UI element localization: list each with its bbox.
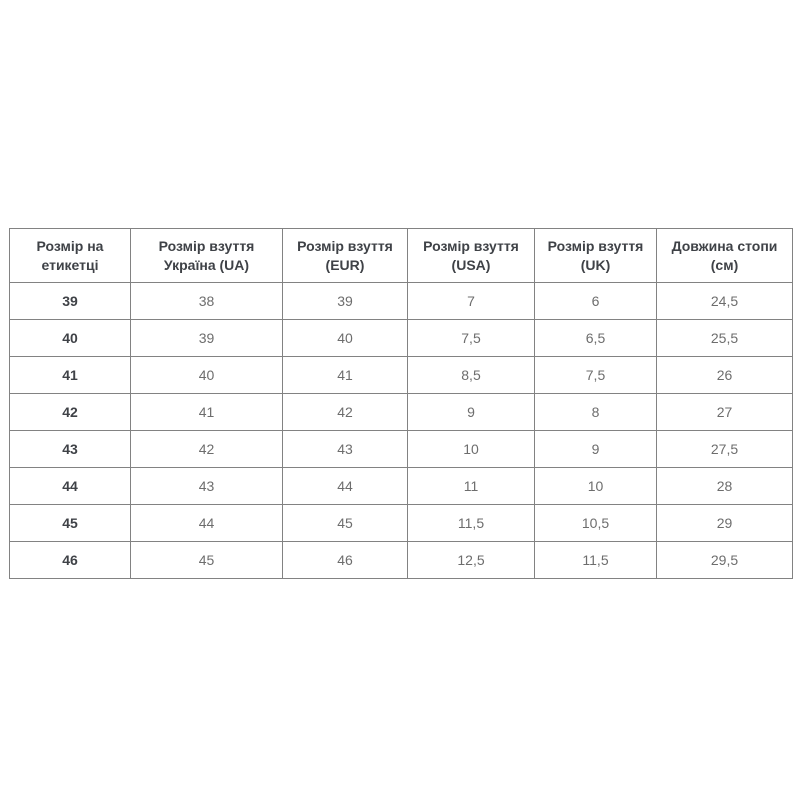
value-cell: 7,5 bbox=[407, 319, 535, 357]
value-cell: 45 bbox=[282, 504, 408, 542]
value-cell: 40 bbox=[282, 319, 408, 357]
label-cell: 46 bbox=[9, 541, 131, 579]
value-cell: 8,5 bbox=[407, 356, 535, 394]
column-header: Довжина стопи (см) bbox=[656, 228, 793, 283]
value-cell: 12,5 bbox=[407, 541, 535, 579]
value-cell: 45 bbox=[130, 541, 283, 579]
value-cell: 44 bbox=[282, 467, 408, 505]
column-header: Розмір взуття (EUR) bbox=[282, 228, 408, 283]
table-row: 42 41 42 9 8 27 bbox=[9, 393, 793, 431]
value-cell: 9 bbox=[407, 393, 535, 431]
value-cell: 42 bbox=[282, 393, 408, 431]
table-row: 45 44 45 11,5 10,5 29 bbox=[9, 504, 793, 542]
table-row: 40 39 40 7,5 6,5 25,5 bbox=[9, 319, 793, 357]
value-cell: 25,5 bbox=[656, 319, 793, 357]
value-cell: 11 bbox=[407, 467, 535, 505]
value-cell: 29,5 bbox=[656, 541, 793, 579]
column-header: Розмір взуття (USA) bbox=[407, 228, 535, 283]
value-cell: 6,5 bbox=[534, 319, 657, 357]
value-cell: 42 bbox=[130, 430, 283, 468]
value-cell: 41 bbox=[130, 393, 283, 431]
value-cell: 39 bbox=[130, 319, 283, 357]
table-row: 39 38 39 7 6 24,5 bbox=[9, 282, 793, 320]
label-cell: 40 bbox=[9, 319, 131, 357]
value-cell: 10,5 bbox=[534, 504, 657, 542]
table-row: 44 43 44 11 10 28 bbox=[9, 467, 793, 505]
label-cell: 42 bbox=[9, 393, 131, 431]
value-cell: 24,5 bbox=[656, 282, 793, 320]
value-cell: 28 bbox=[656, 467, 793, 505]
column-header: Розмір на етикетці bbox=[9, 228, 131, 283]
column-header: Розмір взуття Україна (UA) bbox=[130, 228, 283, 283]
value-cell: 7,5 bbox=[534, 356, 657, 394]
value-cell: 11,5 bbox=[407, 504, 535, 542]
table-header-row: Розмір на етикетці Розмір взуття Україна … bbox=[9, 228, 793, 283]
value-cell: 41 bbox=[282, 356, 408, 394]
label-cell: 41 bbox=[9, 356, 131, 394]
value-cell: 11,5 bbox=[534, 541, 657, 579]
value-cell: 39 bbox=[282, 282, 408, 320]
value-cell: 38 bbox=[130, 282, 283, 320]
value-cell: 29 bbox=[656, 504, 793, 542]
table-body: 39 38 39 7 6 24,5 40 39 40 7,5 6,5 25,5 41 40 41 8,5 7,5… bbox=[9, 282, 793, 579]
value-cell: 43 bbox=[282, 430, 408, 468]
value-cell: 26 bbox=[656, 356, 793, 394]
value-cell: 9 bbox=[534, 430, 657, 468]
value-cell: 10 bbox=[407, 430, 535, 468]
value-cell: 27 bbox=[656, 393, 793, 431]
label-cell: 39 bbox=[9, 282, 131, 320]
table-row: 46 45 46 12,5 11,5 29,5 bbox=[9, 541, 793, 579]
table-row: 41 40 41 8,5 7,5 26 bbox=[9, 356, 793, 394]
value-cell: 10 bbox=[534, 467, 657, 505]
value-cell: 40 bbox=[130, 356, 283, 394]
label-cell: 43 bbox=[9, 430, 131, 468]
value-cell: 43 bbox=[130, 467, 283, 505]
value-cell: 7 bbox=[407, 282, 535, 320]
value-cell: 8 bbox=[534, 393, 657, 431]
label-cell: 44 bbox=[9, 467, 131, 505]
shoe-size-conversion-table: Розмір на етикетці Розмір взуття Україна … bbox=[9, 228, 793, 579]
value-cell: 6 bbox=[534, 282, 657, 320]
value-cell: 44 bbox=[130, 504, 283, 542]
column-header: Розмір взуття (UK) bbox=[534, 228, 657, 283]
value-cell: 46 bbox=[282, 541, 408, 579]
label-cell: 45 bbox=[9, 504, 131, 542]
value-cell: 27,5 bbox=[656, 430, 793, 468]
table-row: 43 42 43 10 9 27,5 bbox=[9, 430, 793, 468]
